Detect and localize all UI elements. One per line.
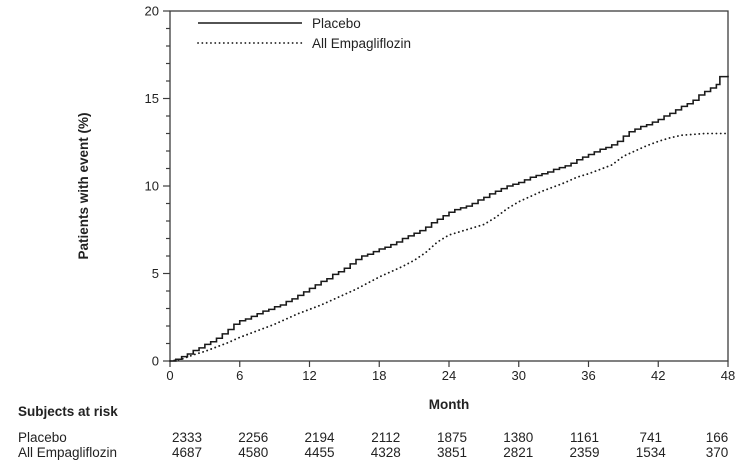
legend-label-empagliflozin: All Empagliflozin	[312, 36, 411, 51]
x-tick-label: 24	[442, 368, 456, 383]
risk-value: 1161	[570, 430, 599, 445]
y-tick-label: 5	[152, 266, 159, 281]
x-tick-label: 6	[236, 368, 243, 383]
x-tick-label: 18	[372, 368, 386, 383]
y-tick-label: 0	[152, 354, 159, 369]
risk-value: 2359	[569, 445, 599, 460]
risk-value: 2194	[304, 430, 335, 445]
risk-value: 166	[706, 430, 729, 445]
risk-value: 1380	[503, 430, 533, 445]
risk-value: 2333	[172, 430, 202, 445]
series-placebo	[170, 75, 729, 362]
x-tick-label: 42	[651, 368, 665, 383]
x-tick-label: 12	[302, 368, 316, 383]
plot-generated-content: 0 5 10 15 20 0 6 12 18 24 30 36 42 48 2333 2256 2194 2112…	[145, 4, 736, 461]
legend: Placebo All Empagliflozin	[197, 16, 411, 51]
risk-value: 2112	[371, 430, 400, 445]
risk-value: 1875	[437, 430, 467, 445]
x-tick-label: 0	[166, 368, 173, 383]
x-axis-title: Month	[429, 397, 469, 412]
y-tick-label: 15	[145, 91, 159, 106]
risk-value: 2256	[238, 430, 268, 445]
series-all-empagliflozin	[169, 132, 729, 362]
risk-value: 1534	[636, 445, 667, 460]
risk-value: 741	[639, 430, 662, 445]
legend-label-placebo: Placebo	[312, 16, 361, 31]
risk-value: 370	[706, 445, 729, 460]
risk-table-title: Subjects at risk	[18, 404, 118, 419]
risk-value: 4580	[238, 445, 268, 460]
risk-row-label-placebo: Placebo	[18, 430, 67, 445]
risk-value: 3851	[437, 445, 467, 460]
risk-value: 4328	[371, 445, 401, 460]
risk-value: 2821	[503, 445, 533, 460]
y-axis-title: Patients with event (%)	[76, 112, 91, 259]
plot-frame	[169, 10, 729, 362]
y-tick-label: 20	[145, 4, 159, 19]
y-tick-label: 10	[145, 179, 159, 194]
x-tick-label: 30	[512, 368, 526, 383]
x-tick-label: 48	[721, 368, 735, 383]
risk-value: 4455	[304, 445, 334, 460]
x-tick-label: 36	[581, 368, 595, 383]
risk-row-label-empagliflozin: All Empagliflozin	[18, 445, 117, 460]
risk-value: 4687	[172, 445, 202, 460]
